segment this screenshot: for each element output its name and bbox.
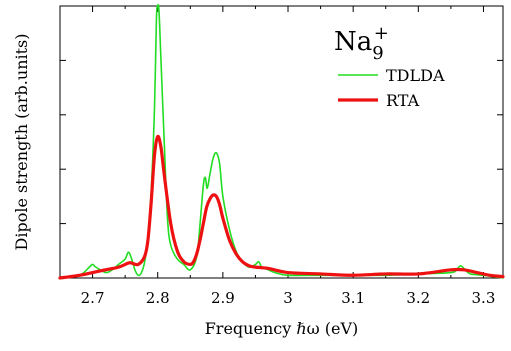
- species-base: Na: [334, 27, 372, 57]
- x-tick-label: 2.9: [211, 289, 235, 307]
- x-tick-labels: 2.7 2.8 2.9 3 3.1 3.2 3.3: [81, 289, 496, 307]
- x-tick-label: 2.8: [146, 289, 170, 307]
- tick-marks: [59, 6, 503, 278]
- y-axis-title: Dipole strength (arb.units): [12, 34, 31, 251]
- series-line-rta: [58, 134, 505, 280]
- series-layer: [58, 3, 505, 280]
- plot-frame: [59, 5, 504, 279]
- x-tick-label: 3.3: [472, 289, 496, 307]
- legend-label-tdlda: TDLDA: [386, 66, 445, 85]
- legend-label-rta: RTA: [386, 91, 420, 110]
- species-superscript: +: [374, 23, 389, 44]
- species-annotation: Na9+: [334, 23, 389, 64]
- x-tick-label: 3: [283, 289, 293, 307]
- x-tick-label: 2.7: [81, 289, 105, 307]
- legend: TDLDA RTA: [338, 66, 445, 110]
- x-tick-label: 3.2: [406, 289, 430, 307]
- x-tick-label: 3.1: [341, 289, 365, 307]
- series-line-tdlda: [59, 3, 504, 279]
- species-subscript: 9: [372, 43, 383, 64]
- x-axis-title: Frequency ℏω (eV): [205, 319, 359, 338]
